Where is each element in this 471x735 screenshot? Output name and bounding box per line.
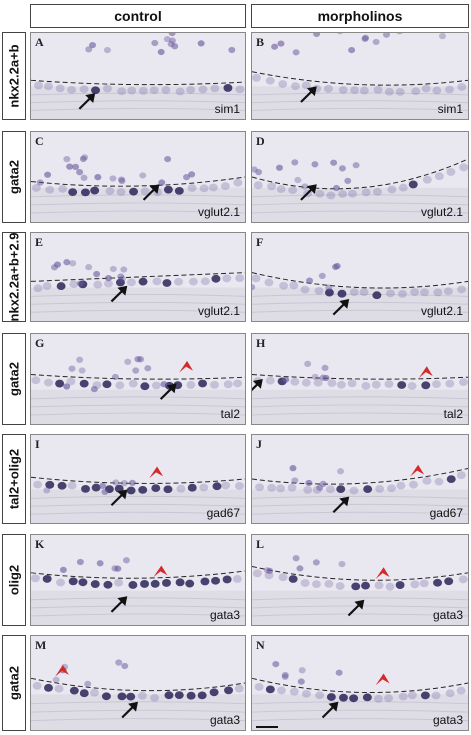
column-header-label: morpholinos	[317, 8, 403, 24]
panel-letter: J	[256, 437, 262, 451]
gene-label: tal2	[220, 407, 240, 421]
panel-image	[31, 435, 245, 523]
panel-letter: A	[35, 35, 44, 49]
gene-label: gata3	[209, 713, 240, 727]
gene-label: vglut2.1	[197, 304, 240, 318]
row-label: gata2	[2, 333, 26, 425]
gene-label: gata3	[432, 608, 463, 622]
panel-image	[252, 535, 468, 625]
gene-label: gad67	[206, 506, 240, 520]
panel-image	[252, 132, 468, 222]
column-header-label: control	[114, 8, 162, 24]
row-label: olig2	[2, 534, 26, 626]
panel-image	[31, 132, 245, 222]
panel-image	[31, 334, 245, 424]
panel-image	[31, 535, 245, 625]
panel-letter: D	[256, 134, 265, 148]
panel-image	[31, 33, 245, 119]
row-label: gata2	[2, 131, 26, 223]
gene-label: gata3	[209, 608, 240, 622]
panel-letter: I	[35, 437, 40, 451]
gene-label: vglut2.1	[197, 205, 240, 219]
gene-label: sim1	[214, 102, 240, 116]
column-header-morpholinos: morpholinos	[251, 4, 469, 28]
panel-letter: K	[35, 537, 45, 551]
scale-bar	[256, 726, 278, 728]
panel-image	[31, 233, 245, 321]
row-label: nkx2.2a+b+2.9	[2, 232, 26, 322]
panel-image	[252, 636, 468, 730]
panel-image	[252, 33, 468, 119]
panel-image	[252, 334, 468, 424]
panel-letter: M	[35, 638, 47, 652]
panel-letter: E	[35, 235, 44, 249]
panel-letter: C	[35, 134, 44, 148]
panel-image	[252, 435, 468, 523]
gene-label: vglut2.1	[420, 304, 463, 318]
panel-image	[31, 636, 245, 730]
row-label: tal2+olig2	[2, 434, 26, 524]
panel-letter: L	[256, 537, 265, 551]
column-header-control: control	[30, 4, 246, 28]
gene-label: gad67	[429, 506, 463, 520]
gene-label: gata3	[432, 713, 463, 727]
panel-letter: G	[35, 336, 45, 350]
panel-letter: H	[256, 336, 266, 350]
panel-letter: B	[256, 35, 265, 49]
panel-image	[252, 233, 468, 321]
gene-label: tal2	[443, 407, 463, 421]
gene-label: vglut2.1	[420, 205, 463, 219]
gene-label: sim1	[437, 102, 463, 116]
row-label: gata2	[2, 635, 26, 731]
row-label: nkx2.2a+b	[2, 32, 26, 120]
panel-letter: F	[256, 235, 264, 249]
panel-letter: N	[256, 638, 265, 652]
